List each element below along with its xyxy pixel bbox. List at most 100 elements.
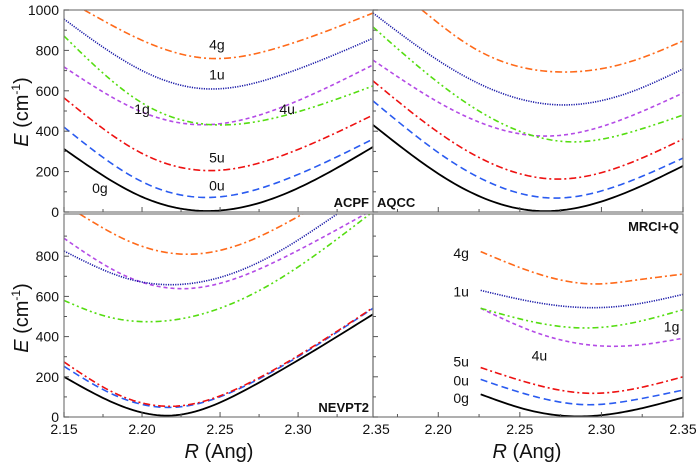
curve-label-0g: 0g	[92, 180, 108, 196]
curves	[64, 214, 373, 417]
series-1u	[480, 289, 683, 309]
x-ticks: 2.15 2.20 2.25 2.30 2.35	[50, 412, 390, 437]
panel-acpf: 0 200 400 600 800 1000 ACPF 4g 1u 1g 4u 5u 0u 0g	[28, 2, 374, 220]
series-5u	[480, 366, 683, 395]
series-0g	[480, 393, 683, 417]
panel-frame	[63, 213, 374, 418]
x-axis-title-unit: (Ang)	[199, 441, 253, 463]
x-axis-title-right: R (Ang)	[493, 441, 562, 463]
x-tick-label: 2.30	[588, 421, 615, 437]
y-axis-title-close: )	[11, 77, 33, 84]
curves	[480, 250, 683, 417]
y-tick-label: 600	[36, 83, 60, 99]
series-0g	[64, 313, 373, 417]
panel-frame	[372, 9, 684, 213]
y-ticks	[373, 9, 378, 213]
x-tick-label: 2.30	[284, 421, 311, 437]
series-1g	[64, 35, 373, 126]
panel-frame	[372, 213, 684, 418]
y-ticks	[373, 235, 378, 418]
curves	[64, 10, 373, 212]
series-1g	[64, 214, 371, 323]
curve-label-5u: 5u	[209, 149, 225, 165]
series-4g	[79, 214, 304, 256]
series-0g	[373, 124, 683, 212]
x-tick-label: 2.20	[128, 421, 155, 437]
curve-label-4g: 4g	[453, 245, 469, 261]
y-axis-title-unit: (cm	[11, 301, 33, 340]
series-4g	[83, 10, 373, 60]
curve-label-4u: 4u	[532, 348, 548, 364]
y-axis-title-sup: -1	[9, 290, 23, 301]
y-axis-title-bottom: E (cm-1)	[9, 283, 33, 353]
series-0u	[480, 378, 683, 406]
x-ticks	[396, 207, 684, 212]
y-tick-label: 800	[36, 42, 60, 58]
curves	[373, 10, 683, 212]
x-tick-label: 2.15	[50, 421, 77, 437]
y-tick-label: 1000	[28, 2, 59, 18]
x-tick-label: 2.35	[362, 421, 389, 437]
panel-nevpt2: 2.15 2.20 2.25 2.30 2.35 0 200 400 600 800 NEVPT2	[36, 213, 390, 437]
series-4u	[480, 307, 683, 348]
curve-label-5u: 5u	[453, 354, 469, 370]
curve-label-1g: 1g	[134, 101, 150, 117]
series-0u	[64, 307, 373, 409]
panels: 0 200 400 600 800 1000 ACPF 4g 1u 1g 4u 5u 0u 0g AQCC 2…	[28, 2, 697, 437]
y-ticks: 0 200 400 600 800	[36, 235, 69, 425]
y-axis-title-italic: E	[11, 339, 33, 353]
y-tick-label: 0	[51, 204, 59, 220]
x-axis-title-italic: R	[185, 441, 199, 463]
series-1u	[373, 12, 683, 106]
x-tick-label: 2.25	[206, 421, 233, 437]
panel-aqcc: AQCC	[372, 9, 684, 213]
y-tick-label: 200	[36, 369, 60, 385]
panel-title: ACPF	[334, 195, 369, 210]
series-4u	[64, 64, 373, 126]
y-axis-title-unit: (cm	[11, 95, 33, 134]
x-ticks: 2.20 2.25 2.30 2.35	[396, 412, 697, 437]
y-axis-title-italic: E	[11, 133, 33, 147]
series-1u	[64, 18, 373, 90]
curve-label-4u: 4u	[279, 101, 295, 117]
panel-mrci-q: 2.20 2.25 2.30 2.35 MRCI+Q 4g 1u 1g 4u 5u 0u 0g	[372, 213, 697, 437]
series-5u	[64, 97, 373, 172]
series-4g	[480, 250, 683, 285]
y-tick-label: 400	[36, 123, 60, 139]
y-axis-title-sup: -1	[9, 84, 23, 95]
y-axis-title-close: )	[11, 283, 33, 290]
panel-title: MRCI+Q	[628, 219, 679, 234]
series-4g	[421, 10, 683, 73]
series-1u	[64, 214, 338, 286]
x-axis-title-unit: (Ang)	[507, 441, 561, 463]
series-4u	[373, 59, 683, 137]
y-tick-label: 0	[51, 409, 59, 425]
curve-label-4g: 4g	[209, 36, 225, 52]
series-5u	[373, 80, 683, 180]
x-tick-label: 2.35	[669, 421, 696, 437]
series-0g	[64, 146, 373, 212]
y-axis-title-top: E (cm-1)	[9, 77, 33, 147]
curve-label-0u: 0u	[209, 178, 225, 194]
series-1g	[373, 26, 683, 143]
curve-label-1u: 1u	[453, 283, 469, 299]
x-tick-label: 2.25	[506, 421, 533, 437]
x-axis-title-italic: R	[493, 441, 507, 463]
curve-label-1g: 1g	[664, 319, 680, 335]
series-1g	[480, 307, 683, 329]
panel-title: NEVPT2	[318, 400, 369, 415]
series-0u	[373, 100, 683, 199]
x-ticks	[63, 207, 338, 212]
x-axis-title-left: R (Ang)	[185, 441, 254, 463]
curve-label-0g: 0g	[453, 390, 469, 406]
x-tick-label: 2.20	[425, 421, 452, 437]
y-tick-label: 400	[36, 329, 60, 345]
y-tick-label: 600	[36, 288, 60, 304]
panel-title: AQCC	[377, 195, 416, 210]
series-4u	[64, 214, 366, 290]
curve-label-0u: 0u	[453, 372, 469, 388]
y-tick-label: 200	[36, 164, 60, 180]
series-5u	[64, 306, 373, 408]
y-tick-label: 800	[36, 248, 60, 264]
